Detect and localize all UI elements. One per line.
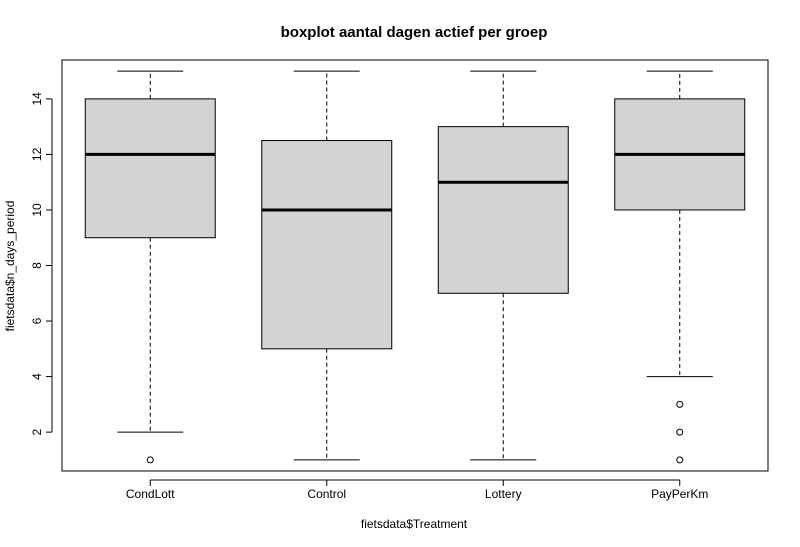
x-tick-label: Lottery [485,487,522,501]
outlier-point [676,428,684,436]
y-tick-label: 6 [30,317,44,324]
outlier-point [676,400,684,408]
y-tick-label: 2 [30,428,44,435]
x-tick-label: CondLott [126,487,175,501]
x-tick-label: Control [307,487,346,501]
box-control [261,70,393,461]
plot-frame [61,59,769,472]
box-payperkm [614,70,746,464]
box-lottery [437,70,569,461]
x-axis-label: fietsdata$Treatment [361,517,468,531]
x-axis: CondLott Control Lottery PayPerKm [126,479,708,501]
y-axis: 2 4 6 8 10 12 14 [30,92,53,435]
x-tick-label: PayPerKm [651,487,708,501]
iqr-box [437,126,569,294]
outlier-point [676,456,684,464]
iqr-box [261,140,393,350]
box-condlott [84,70,216,464]
y-axis-label: fietsdata$n_days_period [3,201,17,332]
y-tick-label: 12 [30,147,44,161]
chart-title: boxplot aantal dagen actief per groep [281,24,548,41]
boxes-group [84,70,746,464]
y-tick-label: 10 [30,203,44,217]
y-tick-label: 8 [30,262,44,269]
y-tick-label: 4 [30,373,44,380]
iqr-box [84,98,216,239]
outlier-point [146,456,154,464]
y-tick-label: 14 [30,92,44,106]
